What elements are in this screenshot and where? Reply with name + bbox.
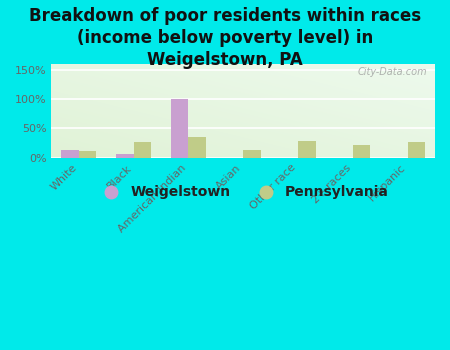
Bar — [134, 142, 151, 158]
Bar — [116, 154, 134, 158]
Bar — [61, 150, 79, 158]
Bar — [353, 145, 370, 158]
Legend: Weigelstown, Pennsylvania: Weigelstown, Pennsylvania — [92, 180, 395, 205]
Bar — [79, 151, 96, 158]
Bar — [243, 150, 261, 158]
Bar — [298, 141, 315, 158]
Bar — [189, 137, 206, 158]
Text: Breakdown of poor residents within races
(income below poverty level) in
Weigels: Breakdown of poor residents within races… — [29, 7, 421, 69]
Text: City-Data.com: City-Data.com — [358, 67, 427, 77]
Bar — [408, 142, 425, 158]
Bar — [171, 99, 189, 158]
